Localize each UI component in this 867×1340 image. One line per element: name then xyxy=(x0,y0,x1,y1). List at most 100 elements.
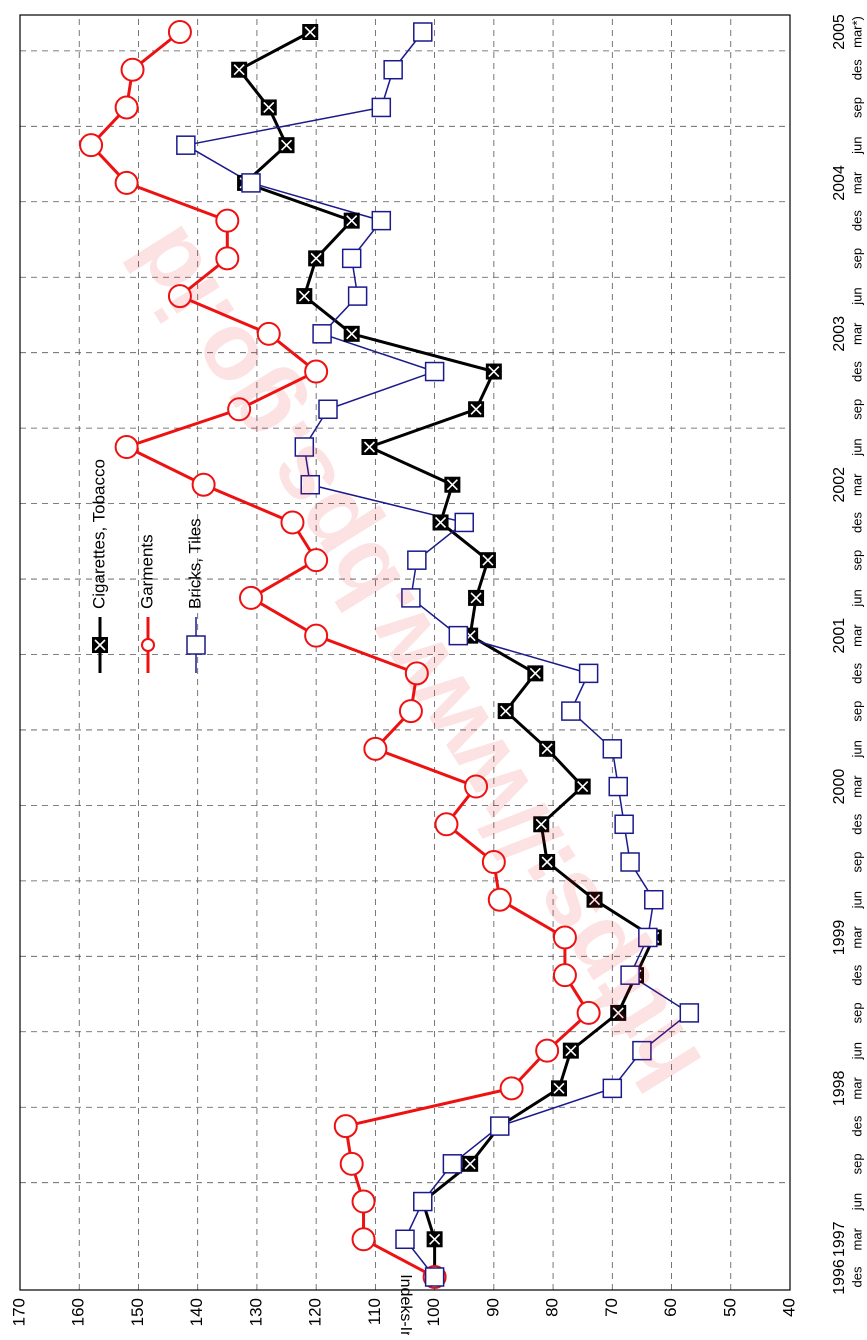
marker-cross xyxy=(346,328,358,340)
marker xyxy=(620,852,640,872)
y-tick-label: 110 xyxy=(365,1298,384,1325)
marker xyxy=(339,1151,364,1176)
marker xyxy=(481,850,506,874)
y-tick-label: 160 xyxy=(69,1298,88,1326)
marker xyxy=(114,435,139,459)
x-tick-label: jun xyxy=(849,137,864,155)
marker xyxy=(300,474,320,495)
x-tick-label: jun xyxy=(849,1042,864,1060)
marker xyxy=(608,776,628,797)
marker xyxy=(432,514,449,531)
marker xyxy=(533,816,550,833)
marker-cross xyxy=(233,64,245,76)
year-label: 2005 xyxy=(831,14,848,50)
year-label: 2001 xyxy=(831,618,848,654)
marker xyxy=(462,1155,479,1172)
marker xyxy=(383,59,403,80)
marker xyxy=(120,57,145,82)
marker-cross xyxy=(541,856,553,868)
marker xyxy=(227,397,252,422)
year-label: 2003 xyxy=(831,316,848,352)
y-tick-label: 80 xyxy=(543,1298,562,1317)
marker xyxy=(343,212,360,229)
marker xyxy=(304,548,329,573)
x-tick-label: sep xyxy=(849,852,864,873)
marker-cross xyxy=(541,743,553,755)
marker-cross xyxy=(363,441,376,453)
legend-marker xyxy=(141,638,155,652)
year-label: 2000 xyxy=(831,769,848,805)
marker xyxy=(424,1267,445,1287)
marker xyxy=(614,814,634,835)
marker xyxy=(586,891,603,908)
marker-cross xyxy=(446,479,458,491)
marker-cross xyxy=(298,290,310,302)
marker xyxy=(239,585,263,610)
marker xyxy=(552,925,577,950)
marker xyxy=(468,401,485,418)
x-tick-label: sep xyxy=(849,399,864,420)
marker xyxy=(424,361,445,382)
marker xyxy=(351,1189,376,1214)
series-line xyxy=(183,31,691,1278)
marker xyxy=(176,135,196,155)
year-label: 2002 xyxy=(831,467,848,503)
marker-cross xyxy=(577,780,589,793)
marker xyxy=(487,887,512,912)
x-tick-label: des xyxy=(849,361,864,382)
year-label: 1998 xyxy=(831,1070,848,1106)
y-tick-label: 100 xyxy=(424,1298,443,1326)
marker xyxy=(561,701,581,721)
x-tick-label: jun xyxy=(849,438,864,456)
marker-cross xyxy=(280,139,293,151)
legend-label: Bricks, Tiles xyxy=(185,518,204,609)
marker xyxy=(497,703,514,720)
marker xyxy=(404,661,429,686)
marker xyxy=(395,1229,415,1250)
marker xyxy=(318,399,338,420)
marker xyxy=(167,20,192,44)
x-tick-label: mar*) xyxy=(849,16,864,48)
marker xyxy=(638,927,658,948)
x-tick-label: sep xyxy=(849,1153,864,1174)
marker xyxy=(302,24,319,40)
marker xyxy=(361,439,378,455)
marker xyxy=(363,736,388,761)
x-tick-label: des xyxy=(849,511,864,532)
marker-cross xyxy=(304,26,316,38)
marker xyxy=(308,250,325,267)
marker xyxy=(499,1076,524,1101)
x-tick-label: des xyxy=(849,813,864,834)
marker xyxy=(576,1000,601,1025)
marker xyxy=(79,133,104,158)
marker xyxy=(485,363,502,380)
marker xyxy=(442,1154,463,1174)
y-tick-label: 90 xyxy=(483,1298,502,1317)
marker xyxy=(114,170,139,195)
x-tick-label: mar xyxy=(849,775,864,798)
marker-cross xyxy=(535,818,547,830)
marker xyxy=(191,472,216,497)
plot-area xyxy=(20,15,790,1290)
marker xyxy=(552,963,577,988)
legend-marker xyxy=(186,635,206,655)
marker-cross xyxy=(553,1082,565,1094)
marker xyxy=(407,550,427,570)
marker xyxy=(296,288,313,305)
series-line xyxy=(236,30,656,1277)
plot-border xyxy=(19,14,791,1291)
marker xyxy=(434,812,459,837)
y-tick-label: 40 xyxy=(779,1298,798,1317)
year-label: 1996 xyxy=(831,1259,848,1295)
x-tick-label: des xyxy=(849,964,864,985)
x-tick-label: jun xyxy=(849,589,864,607)
x-tick-label: des xyxy=(849,59,864,80)
marker xyxy=(413,22,433,42)
y-tick-label: 150 xyxy=(128,1298,147,1326)
y-tick-label: 60 xyxy=(661,1298,680,1317)
marker xyxy=(535,1038,560,1063)
marker xyxy=(444,476,461,493)
marker-cross xyxy=(470,592,482,604)
marker xyxy=(304,359,329,384)
x-tick-label: mar xyxy=(849,624,864,647)
